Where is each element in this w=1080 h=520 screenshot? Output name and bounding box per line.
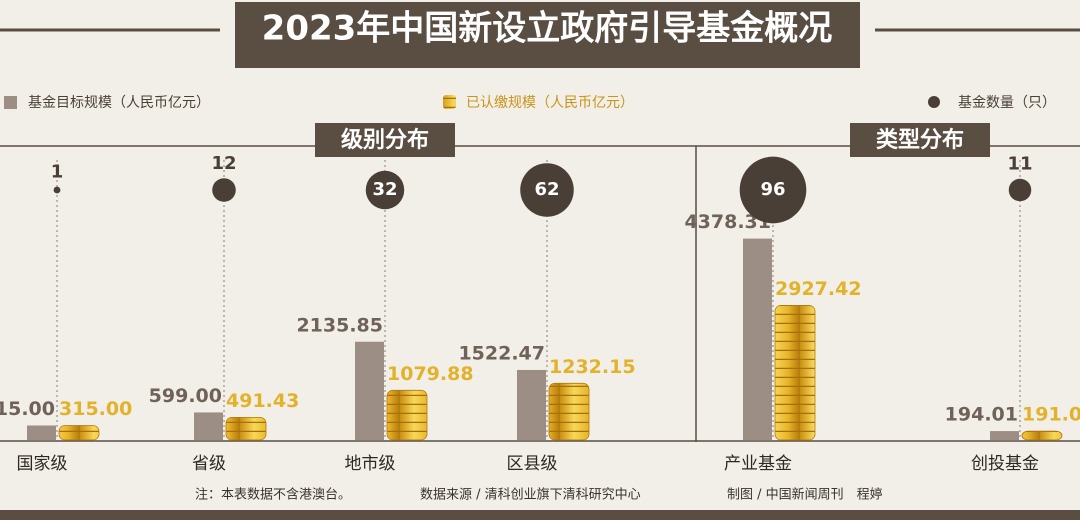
count-bubble	[1008, 178, 1032, 202]
count-label: 1	[51, 162, 64, 183]
category-label: 创投基金	[971, 454, 1039, 474]
credit: 制图 / 中国新闻周刊 程婷	[727, 487, 883, 503]
coin-stack	[1021, 430, 1063, 441]
coin-stack	[225, 416, 267, 441]
category-label: 省级	[192, 454, 226, 474]
subscribed-label: 191.04	[1022, 404, 1080, 426]
count-label: 12	[211, 153, 236, 174]
bottom-band	[0, 510, 1080, 520]
subscribed-label: 491.43	[226, 390, 299, 412]
count-bubble	[520, 163, 574, 217]
section-label: 级别分布	[341, 127, 429, 153]
target-label: 599.00	[149, 385, 222, 407]
count-label: 96	[760, 179, 785, 200]
source: 数据来源 / 清科创业旗下清科研究中心	[420, 487, 641, 503]
coin-stack	[774, 304, 816, 441]
target-bar	[355, 341, 384, 440]
subscribed-label: 1079.88	[387, 363, 474, 385]
coin-stack	[58, 425, 100, 441]
coin-stack	[386, 389, 428, 441]
target-bar	[743, 238, 772, 440]
count-bubble	[739, 156, 807, 224]
category-label: 地市级	[345, 454, 396, 474]
legend-swatch	[443, 95, 456, 109]
category-label: 区县级	[507, 454, 558, 474]
target-bar	[990, 431, 1019, 440]
count-bubble	[365, 170, 405, 210]
category-label: 国家级	[17, 454, 68, 474]
footnote: 注：本表数据不含港澳台。	[195, 487, 351, 503]
target-bar	[194, 412, 223, 440]
coin-stack	[548, 382, 590, 441]
legend-swatch	[928, 96, 940, 108]
legend-label: 基金目标规模（人民币亿元）	[28, 94, 210, 111]
count-label: 32	[372, 179, 397, 200]
legend-label: 基金数量（只）	[958, 94, 1056, 111]
target-label: 1522.47	[458, 342, 545, 364]
section-box	[315, 123, 455, 157]
subscribed-label: 315.00	[59, 398, 132, 420]
target-label: 315.00	[0, 398, 55, 420]
target-label: 2135.85	[296, 314, 383, 336]
section-box	[850, 123, 990, 157]
count-label: 11	[1007, 154, 1032, 175]
target-label: 4378.31	[684, 211, 771, 233]
count-bubble	[53, 186, 61, 194]
count-label: 62	[534, 179, 559, 200]
target-bar	[517, 369, 546, 440]
count-bubble	[212, 178, 236, 202]
subscribed-label: 2927.42	[775, 278, 862, 300]
legend-label: 已认缴规模（人民币亿元）	[466, 95, 634, 111]
subscribed-label: 1232.15	[549, 356, 636, 378]
title-banner	[235, 2, 860, 68]
target-label: 194.01	[945, 404, 1018, 426]
category-label: 产业基金	[724, 454, 792, 474]
legend-swatch	[4, 96, 17, 109]
section-label: 类型分布	[876, 127, 964, 153]
chart-title: 2023年中国新设立政府引导基金概况	[262, 9, 833, 49]
target-bar	[27, 425, 56, 440]
